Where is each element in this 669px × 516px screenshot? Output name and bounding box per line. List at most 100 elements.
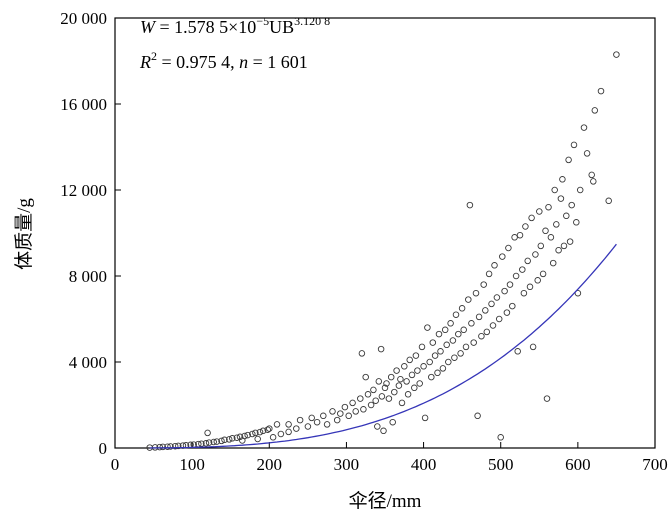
equation-line-1: W = 1.578 5×10−5UB3.120 8 [140, 14, 330, 37]
data-point [574, 289, 582, 297]
data-point [285, 428, 292, 436]
data-point [360, 406, 367, 413]
data-point [398, 399, 406, 407]
data-point [397, 375, 404, 383]
data-point [542, 227, 549, 235]
data-point [482, 307, 489, 314]
data-point [526, 283, 534, 291]
data-point [434, 369, 441, 377]
data-point [341, 403, 349, 411]
data-point [547, 234, 555, 241]
data-point [591, 107, 599, 114]
data-point [613, 51, 620, 58]
data-point [452, 311, 460, 318]
data-point [254, 435, 261, 443]
data-point [499, 253, 506, 260]
y-tick-label: 8 000 [69, 267, 107, 286]
data-point [374, 423, 381, 430]
y-tick-label: 16 000 [60, 95, 107, 114]
data-point [543, 395, 551, 402]
data-point [266, 425, 273, 432]
data-point [218, 437, 225, 445]
eq-var-n: n [239, 52, 248, 72]
data-point [364, 391, 372, 398]
data-point [441, 326, 449, 334]
data-point [383, 380, 390, 387]
x-axis-ticks: 0 100 200 300 400 500 600 700 [111, 442, 668, 474]
eq-var-ub: UB [269, 17, 294, 37]
eq-coefficient: = 1.578 5×10 [155, 17, 256, 37]
data-point [293, 425, 300, 432]
data-point [553, 221, 560, 228]
data-point [439, 365, 447, 372]
y-tick-label: 12 000 [60, 181, 107, 200]
data-point [514, 348, 521, 355]
data-point [557, 195, 565, 202]
data-point [532, 251, 539, 258]
eq-exponent-2: 3.120 8 [294, 14, 330, 28]
data-point [358, 350, 366, 357]
data-point [412, 352, 420, 359]
data-point [213, 438, 221, 445]
data-point [576, 186, 584, 194]
data-point [406, 356, 413, 364]
data-point [389, 418, 396, 426]
data-point [285, 421, 292, 428]
data-point [418, 343, 426, 351]
data-point [259, 427, 267, 435]
data-point [414, 367, 421, 374]
data-points [146, 51, 620, 451]
data-point [420, 363, 427, 370]
data-point [493, 294, 501, 301]
data-point [372, 397, 379, 404]
data-point [313, 418, 321, 426]
data-point [437, 348, 444, 355]
data-point [198, 440, 205, 447]
x-tick-label: 500 [488, 455, 514, 474]
data-point [249, 430, 256, 438]
data-point [377, 345, 385, 353]
data-point [460, 326, 467, 334]
data-point [443, 341, 450, 349]
data-point [370, 386, 377, 394]
fit-curve [149, 243, 617, 449]
data-point [411, 384, 418, 392]
data-point [156, 443, 163, 451]
equation-line-2: R2 = 0.975 4, n = 1 601 [139, 49, 308, 72]
data-point [304, 423, 312, 430]
data-point [468, 320, 475, 327]
x-tick-label: 700 [642, 455, 668, 474]
data-point [462, 343, 470, 351]
data-point [563, 212, 570, 220]
data-point [475, 313, 483, 321]
x-tick-label: 100 [179, 455, 205, 474]
x-tick-label: 400 [411, 455, 437, 474]
data-point [539, 270, 547, 278]
data-point [472, 289, 480, 297]
plot-frame [114, 17, 656, 449]
data-point [337, 410, 344, 417]
data-point [474, 412, 481, 420]
data-point [524, 257, 531, 265]
data-point [536, 208, 543, 215]
data-point [570, 141, 578, 149]
data-point [308, 414, 315, 422]
data-point [277, 430, 285, 438]
data-point [466, 201, 474, 209]
eq-r-value: = 0.975 4, [157, 52, 239, 72]
data-point [164, 443, 171, 450]
data-point [478, 332, 485, 340]
data-point [378, 393, 386, 400]
data-point [565, 156, 572, 164]
data-point [545, 203, 552, 211]
data-point [416, 380, 423, 387]
data-point [329, 408, 336, 415]
x-tick-label: 600 [565, 455, 591, 474]
data-point [516, 231, 524, 239]
data-point [559, 176, 566, 183]
data-point [385, 395, 393, 402]
data-point [528, 214, 535, 222]
y-tick-label: 0 [99, 439, 108, 458]
data-point [256, 428, 264, 436]
